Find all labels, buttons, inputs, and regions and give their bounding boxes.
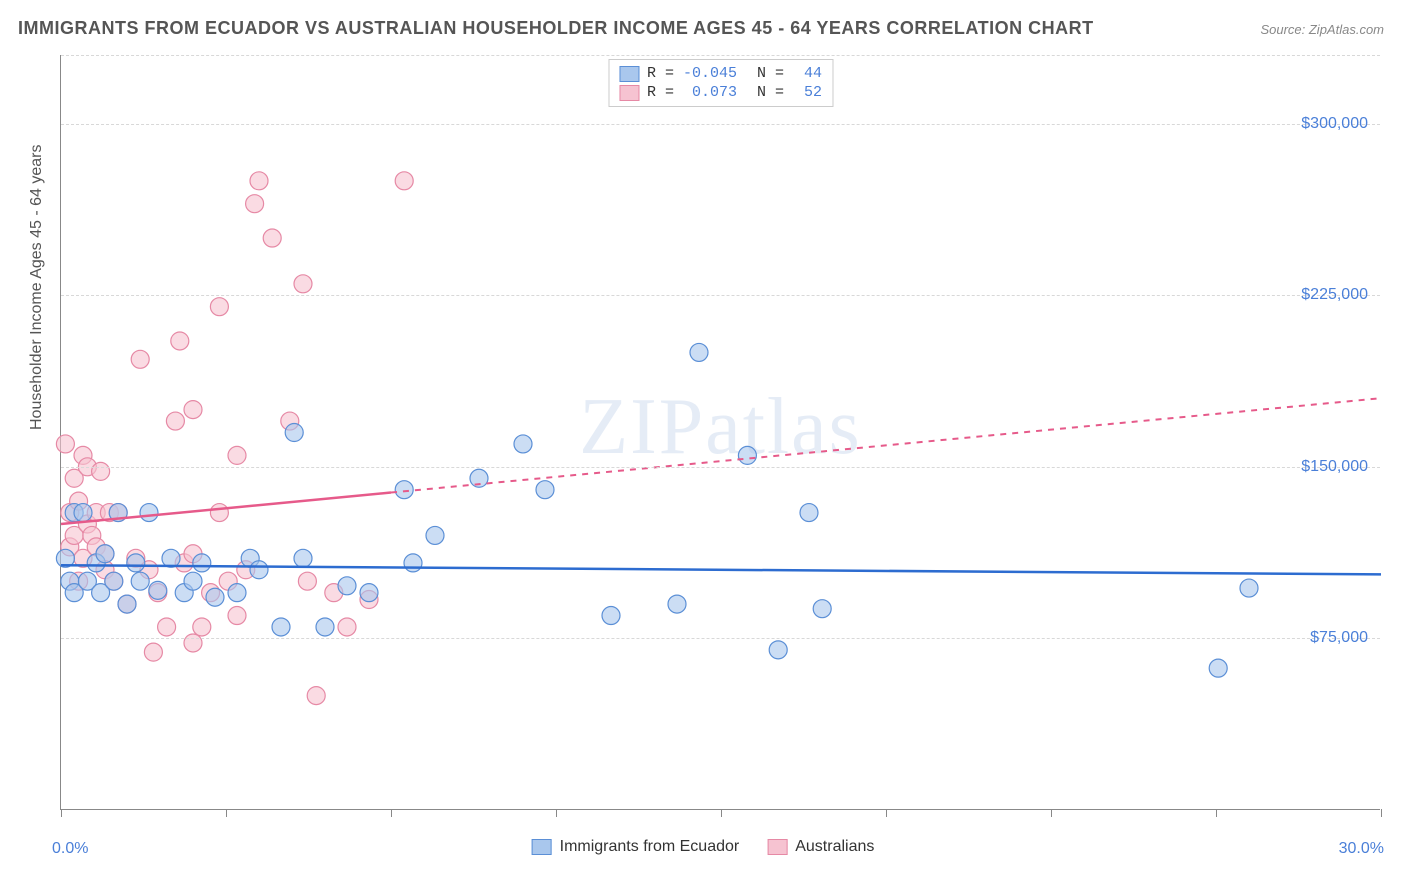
data-point bbox=[118, 595, 136, 613]
data-point bbox=[395, 481, 413, 499]
data-point bbox=[144, 643, 162, 661]
chart-title: IMMIGRANTS FROM ECUADOR VS AUSTRALIAN HO… bbox=[18, 18, 1094, 39]
data-point bbox=[206, 588, 224, 606]
data-point bbox=[272, 618, 290, 636]
data-point bbox=[96, 545, 114, 563]
data-point bbox=[250, 172, 268, 190]
plot-area: ZIPatlas R = -0.045 N = 44 R = 0.073 N =… bbox=[60, 55, 1380, 810]
data-point bbox=[285, 424, 303, 442]
chart-container: IMMIGRANTS FROM ECUADOR VS AUSTRALIAN HO… bbox=[0, 0, 1406, 892]
data-point bbox=[338, 577, 356, 595]
data-point bbox=[668, 595, 686, 613]
r-label: R = bbox=[647, 84, 674, 101]
n-value: 52 bbox=[792, 84, 822, 101]
data-point bbox=[193, 554, 211, 572]
n-label: N = bbox=[757, 65, 784, 82]
legend-label: Immigrants from Ecuador bbox=[560, 838, 740, 856]
data-point bbox=[184, 634, 202, 652]
data-point bbox=[298, 572, 316, 590]
trend-line-dashed bbox=[391, 398, 1381, 492]
r-value: -0.045 bbox=[682, 65, 737, 82]
series-legend: Immigrants from Ecuador Australians bbox=[532, 838, 875, 856]
swatch-icon bbox=[532, 839, 552, 855]
correlation-legend: R = -0.045 N = 44 R = 0.073 N = 52 bbox=[608, 59, 833, 107]
data-point bbox=[131, 572, 149, 590]
data-point bbox=[140, 504, 158, 522]
data-point bbox=[395, 172, 413, 190]
data-point bbox=[228, 446, 246, 464]
data-point bbox=[105, 572, 123, 590]
data-point bbox=[316, 618, 334, 636]
swatch-icon bbox=[619, 66, 639, 82]
data-point bbox=[690, 343, 708, 361]
scatter-plot bbox=[61, 55, 1380, 809]
y-tick-label: $75,000 bbox=[1310, 629, 1368, 647]
data-point bbox=[602, 607, 620, 625]
data-point bbox=[210, 504, 228, 522]
legend-row-australians: R = 0.073 N = 52 bbox=[619, 83, 822, 102]
data-point bbox=[92, 462, 110, 480]
legend-item-australians: Australians bbox=[767, 838, 874, 856]
data-point bbox=[127, 554, 145, 572]
data-point bbox=[263, 229, 281, 247]
data-point bbox=[228, 607, 246, 625]
data-point bbox=[514, 435, 532, 453]
data-point bbox=[800, 504, 818, 522]
data-point bbox=[166, 412, 184, 430]
data-point bbox=[536, 481, 554, 499]
r-label: R = bbox=[647, 65, 674, 82]
data-point bbox=[171, 332, 189, 350]
data-point bbox=[74, 504, 92, 522]
legend-row-ecuador: R = -0.045 N = 44 bbox=[619, 64, 822, 83]
y-tick-label: $300,000 bbox=[1301, 115, 1368, 133]
data-point bbox=[184, 401, 202, 419]
data-point bbox=[246, 195, 264, 213]
data-point bbox=[158, 618, 176, 636]
data-point bbox=[149, 581, 167, 599]
data-point bbox=[184, 572, 202, 590]
source-label: Source: ZipAtlas.com bbox=[1260, 22, 1384, 37]
data-point bbox=[426, 526, 444, 544]
data-point bbox=[813, 600, 831, 618]
data-point bbox=[338, 618, 356, 636]
data-point bbox=[294, 275, 312, 293]
data-point bbox=[162, 549, 180, 567]
legend-label: Australians bbox=[795, 838, 874, 856]
data-point bbox=[210, 298, 228, 316]
legend-item-ecuador: Immigrants from Ecuador bbox=[532, 838, 740, 856]
data-point bbox=[56, 435, 74, 453]
y-tick-label: $225,000 bbox=[1301, 286, 1368, 304]
x-axis-max-label: 30.0% bbox=[1339, 840, 1384, 858]
data-point bbox=[1240, 579, 1258, 597]
data-point bbox=[738, 446, 756, 464]
r-value: 0.073 bbox=[682, 84, 737, 101]
data-point bbox=[228, 584, 246, 602]
n-value: 44 bbox=[792, 65, 822, 82]
data-point bbox=[250, 561, 268, 579]
data-point bbox=[131, 350, 149, 368]
data-point bbox=[360, 584, 378, 602]
n-label: N = bbox=[757, 84, 784, 101]
x-axis-min-label: 0.0% bbox=[52, 840, 88, 858]
data-point bbox=[193, 618, 211, 636]
data-point bbox=[307, 687, 325, 705]
data-point bbox=[769, 641, 787, 659]
y-tick-label: $150,000 bbox=[1301, 458, 1368, 476]
swatch-icon bbox=[619, 85, 639, 101]
data-point bbox=[404, 554, 422, 572]
data-point bbox=[1209, 659, 1227, 677]
swatch-icon bbox=[767, 839, 787, 855]
data-point bbox=[294, 549, 312, 567]
y-axis-label: Householder Income Ages 45 - 64 years bbox=[28, 145, 46, 431]
